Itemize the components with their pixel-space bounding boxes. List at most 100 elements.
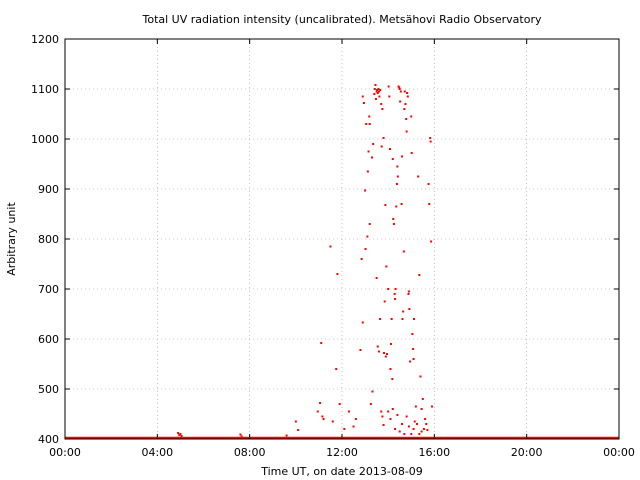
data-point [430, 141, 432, 143]
data-point [418, 274, 420, 276]
data-point [384, 204, 386, 206]
data-point [416, 423, 418, 425]
data-point [373, 93, 375, 95]
data-point [177, 432, 179, 434]
data-point [399, 431, 401, 433]
data-point [371, 391, 373, 393]
data-point [414, 421, 416, 423]
data-point [374, 88, 376, 90]
data-point [323, 418, 325, 420]
data-point [364, 190, 366, 192]
data-point [389, 368, 391, 370]
data-point [355, 418, 357, 420]
data-point [407, 96, 409, 98]
data-point [389, 418, 391, 420]
x-tick-label: 20:00 [511, 446, 543, 459]
data-point [348, 411, 350, 413]
data-point [241, 436, 243, 438]
data-point [421, 408, 423, 410]
data-point [181, 435, 183, 437]
data-point [406, 131, 408, 133]
data-point [179, 433, 181, 435]
data-point [366, 236, 368, 238]
data-point [374, 84, 376, 86]
data-point [430, 241, 432, 243]
data-point [390, 343, 392, 345]
data-point [368, 151, 370, 153]
data-point [413, 428, 415, 430]
data-point [297, 429, 299, 431]
data-point [394, 298, 396, 300]
data-point [417, 176, 419, 178]
data-point [385, 356, 387, 358]
data-point [339, 403, 341, 405]
data-point [359, 349, 361, 351]
data-point [362, 96, 364, 98]
data-point [372, 143, 374, 145]
data-point [377, 346, 379, 348]
data-point [424, 418, 426, 420]
data-point [394, 428, 396, 430]
data-point [319, 402, 321, 404]
data-point [418, 433, 420, 435]
data-point [362, 322, 364, 324]
data-point [401, 318, 403, 320]
data-point [383, 424, 385, 426]
y-tick-label: 900 [38, 183, 59, 196]
data-point [403, 433, 405, 435]
y-tick-label: 1000 [31, 133, 59, 146]
data-points [177, 84, 433, 438]
data-point [376, 277, 378, 279]
y-tick-label: 800 [38, 233, 59, 246]
data-point [392, 158, 394, 160]
data-point [395, 206, 397, 208]
data-point [383, 352, 385, 354]
data-point [320, 342, 322, 344]
data-point [410, 433, 412, 435]
data-point [369, 123, 371, 125]
data-point [381, 146, 383, 148]
chart-title: Total UV radiation intensity (uncalibrat… [142, 13, 542, 26]
x-tick-label: 00:00 [603, 446, 635, 459]
data-point [429, 137, 431, 139]
data-point [365, 123, 367, 125]
data-point [332, 421, 334, 423]
data-point [400, 91, 402, 93]
data-point [397, 176, 399, 178]
data-point [421, 431, 423, 433]
data-point [385, 266, 387, 268]
data-point [393, 223, 395, 225]
data-point [387, 411, 389, 413]
data-point [412, 348, 414, 350]
data-point [407, 293, 409, 295]
data-point [387, 288, 389, 290]
y-tick-label: 1200 [31, 33, 59, 46]
data-point [383, 137, 385, 139]
data-point [413, 318, 415, 320]
data-point [411, 152, 413, 154]
data-point [408, 308, 410, 310]
data-point [367, 171, 369, 173]
data-point [404, 103, 406, 105]
y-tick-label: 600 [38, 333, 59, 346]
data-point [239, 434, 241, 436]
data-point [391, 378, 393, 380]
data-point [419, 376, 421, 378]
data-point [321, 416, 323, 418]
x-tick-label: 00:00 [49, 446, 81, 459]
data-point [386, 353, 388, 355]
y-tick-label: 700 [38, 283, 59, 296]
data-point [343, 428, 345, 430]
data-point [405, 118, 407, 120]
data-point [399, 101, 401, 103]
data-point [388, 86, 390, 88]
data-point [369, 223, 371, 225]
data-point [410, 116, 412, 118]
grid-lines [65, 39, 619, 439]
x-axis-label: Time UT, on date 2013-08-09 [260, 465, 423, 478]
data-point [363, 102, 365, 104]
data-point [335, 368, 337, 370]
data-point [392, 408, 394, 410]
data-point [403, 251, 405, 253]
data-point [389, 148, 391, 150]
